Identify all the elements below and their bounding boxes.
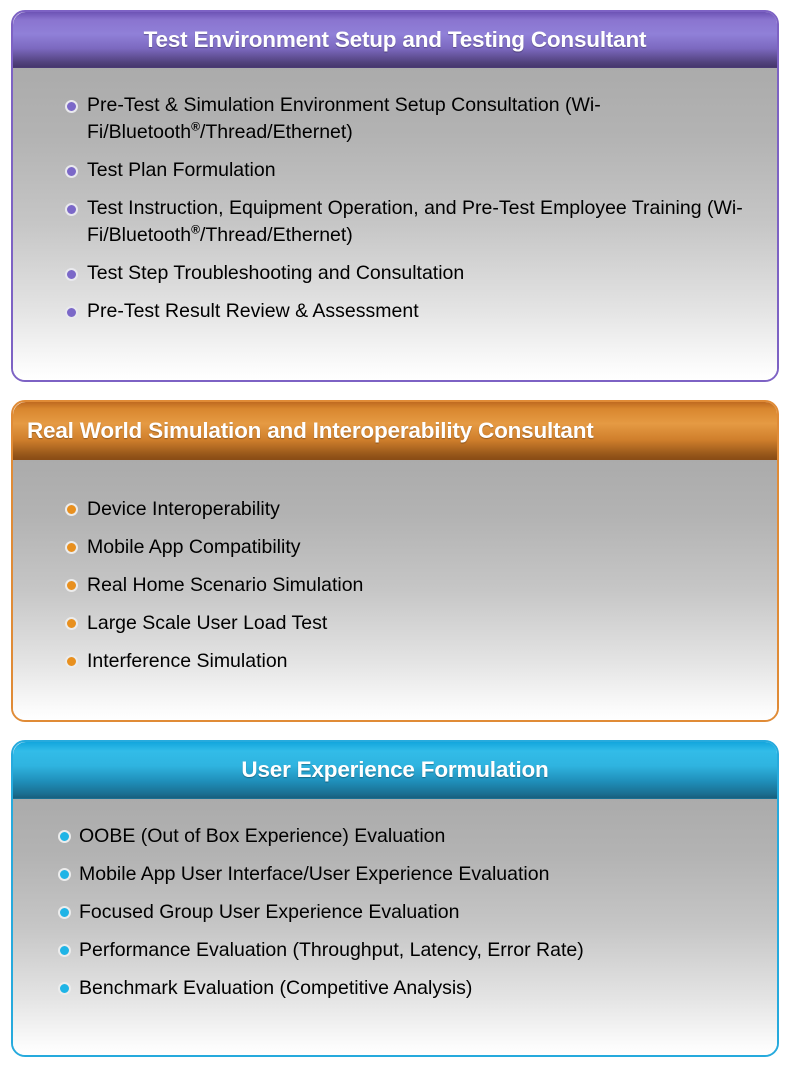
bullet-dot-icon bbox=[65, 306, 78, 319]
card-body-test-environment-setup: Pre-Test & Simulation Environment Setup … bbox=[13, 68, 777, 380]
list-item: Benchmark Evaluation (Competitive Analys… bbox=[27, 975, 759, 1001]
list-item-label: Pre-Test & Simulation Environment Setup … bbox=[87, 94, 601, 143]
list-item: Mobile App User Interface/User Experienc… bbox=[27, 861, 759, 887]
list-item-label: Device Interoperability bbox=[87, 498, 280, 520]
bullet-list-real-world-simulation: Device Interoperability Mobile App Compa… bbox=[31, 496, 759, 674]
list-item: Performance Evaluation (Throughput, Late… bbox=[27, 937, 759, 963]
list-item: Pre-Test Result Review & Assessment bbox=[31, 298, 759, 325]
list-item-label: Benchmark Evaluation (Competitive Analys… bbox=[79, 977, 473, 999]
bullet-list-test-environment-setup: Pre-Test & Simulation Environment Setup … bbox=[31, 92, 759, 325]
card-user-experience-formulation: User Experience Formulation OOBE (Out of… bbox=[11, 740, 779, 1057]
bullet-dot-icon bbox=[65, 655, 78, 668]
list-item: Test Instruction, Equipment Operation, a… bbox=[31, 195, 759, 249]
list-item-label: Test Plan Formulation bbox=[87, 159, 276, 181]
list-item: Pre-Test & Simulation Environment Setup … bbox=[31, 92, 759, 146]
list-item-label: Focused Group User Experience Evaluation bbox=[79, 901, 460, 923]
bullet-dot-icon bbox=[65, 579, 78, 592]
card-title-real-world-simulation: Real World Simulation and Interoperabili… bbox=[27, 417, 594, 443]
list-item-label: Test Step Troubleshooting and Consultati… bbox=[87, 262, 465, 284]
bullet-list-user-experience-formulation: OOBE (Out of Box Experience) Evaluation … bbox=[27, 823, 759, 1001]
bullet-dot-icon bbox=[65, 541, 78, 554]
list-item-label: Interference Simulation bbox=[87, 650, 288, 672]
card-header-user-experience-formulation: User Experience Formulation bbox=[13, 742, 777, 799]
list-item-label: Real Home Scenario Simulation bbox=[87, 574, 364, 596]
card-real-world-simulation: Real World Simulation and Interoperabili… bbox=[11, 400, 779, 722]
registered-trademark-icon: ® bbox=[191, 119, 200, 134]
list-item-label: Large Scale User Load Test bbox=[87, 612, 328, 634]
bullet-dot-icon bbox=[65, 203, 78, 216]
card-test-environment-setup: Test Environment Setup and Testing Consu… bbox=[11, 10, 779, 382]
list-item: Mobile App Compatibility bbox=[31, 534, 759, 560]
list-item: Test Plan Formulation bbox=[31, 157, 759, 184]
list-item-label: OOBE (Out of Box Experience) Evaluation bbox=[79, 825, 446, 847]
list-item: Test Step Troubleshooting and Consultati… bbox=[31, 260, 759, 287]
bullet-dot-icon bbox=[65, 503, 78, 516]
list-item: Device Interoperability bbox=[31, 496, 759, 522]
bullet-dot-icon bbox=[58, 906, 71, 919]
card-title-test-environment-setup: Test Environment Setup and Testing Consu… bbox=[143, 26, 647, 52]
bullet-dot-icon bbox=[58, 830, 71, 843]
bullet-dot-icon bbox=[58, 982, 71, 995]
list-item: Real Home Scenario Simulation bbox=[31, 572, 759, 598]
bullet-dot-icon bbox=[65, 268, 78, 281]
list-item-label: Mobile App User Interface/User Experienc… bbox=[79, 863, 550, 885]
list-item: Large Scale User Load Test bbox=[31, 610, 759, 636]
list-item-label: Pre-Test Result Review & Assessment bbox=[87, 300, 419, 322]
card-body-real-world-simulation: Device Interoperability Mobile App Compa… bbox=[13, 460, 777, 720]
bullet-dot-icon bbox=[65, 100, 78, 113]
registered-trademark-icon: ® bbox=[191, 222, 200, 237]
list-item: Interference Simulation bbox=[31, 648, 759, 674]
list-item: Focused Group User Experience Evaluation bbox=[27, 899, 759, 925]
bullet-dot-icon bbox=[65, 617, 78, 630]
list-item-label: Mobile App Compatibility bbox=[87, 536, 301, 558]
card-title-user-experience-formulation: User Experience Formulation bbox=[241, 757, 549, 782]
list-item-label: Test Instruction, Equipment Operation, a… bbox=[87, 197, 743, 246]
bullet-dot-icon bbox=[58, 868, 71, 881]
list-item: OOBE (Out of Box Experience) Evaluation bbox=[27, 823, 759, 849]
card-header-real-world-simulation: Real World Simulation and Interoperabili… bbox=[13, 402, 777, 460]
bullet-dot-icon bbox=[65, 165, 78, 178]
card-header-test-environment-setup: Test Environment Setup and Testing Consu… bbox=[13, 12, 777, 68]
card-body-user-experience-formulation: OOBE (Out of Box Experience) Evaluation … bbox=[13, 799, 777, 1055]
bullet-dot-icon bbox=[58, 944, 71, 957]
list-item-label: Performance Evaluation (Throughput, Late… bbox=[79, 939, 584, 961]
